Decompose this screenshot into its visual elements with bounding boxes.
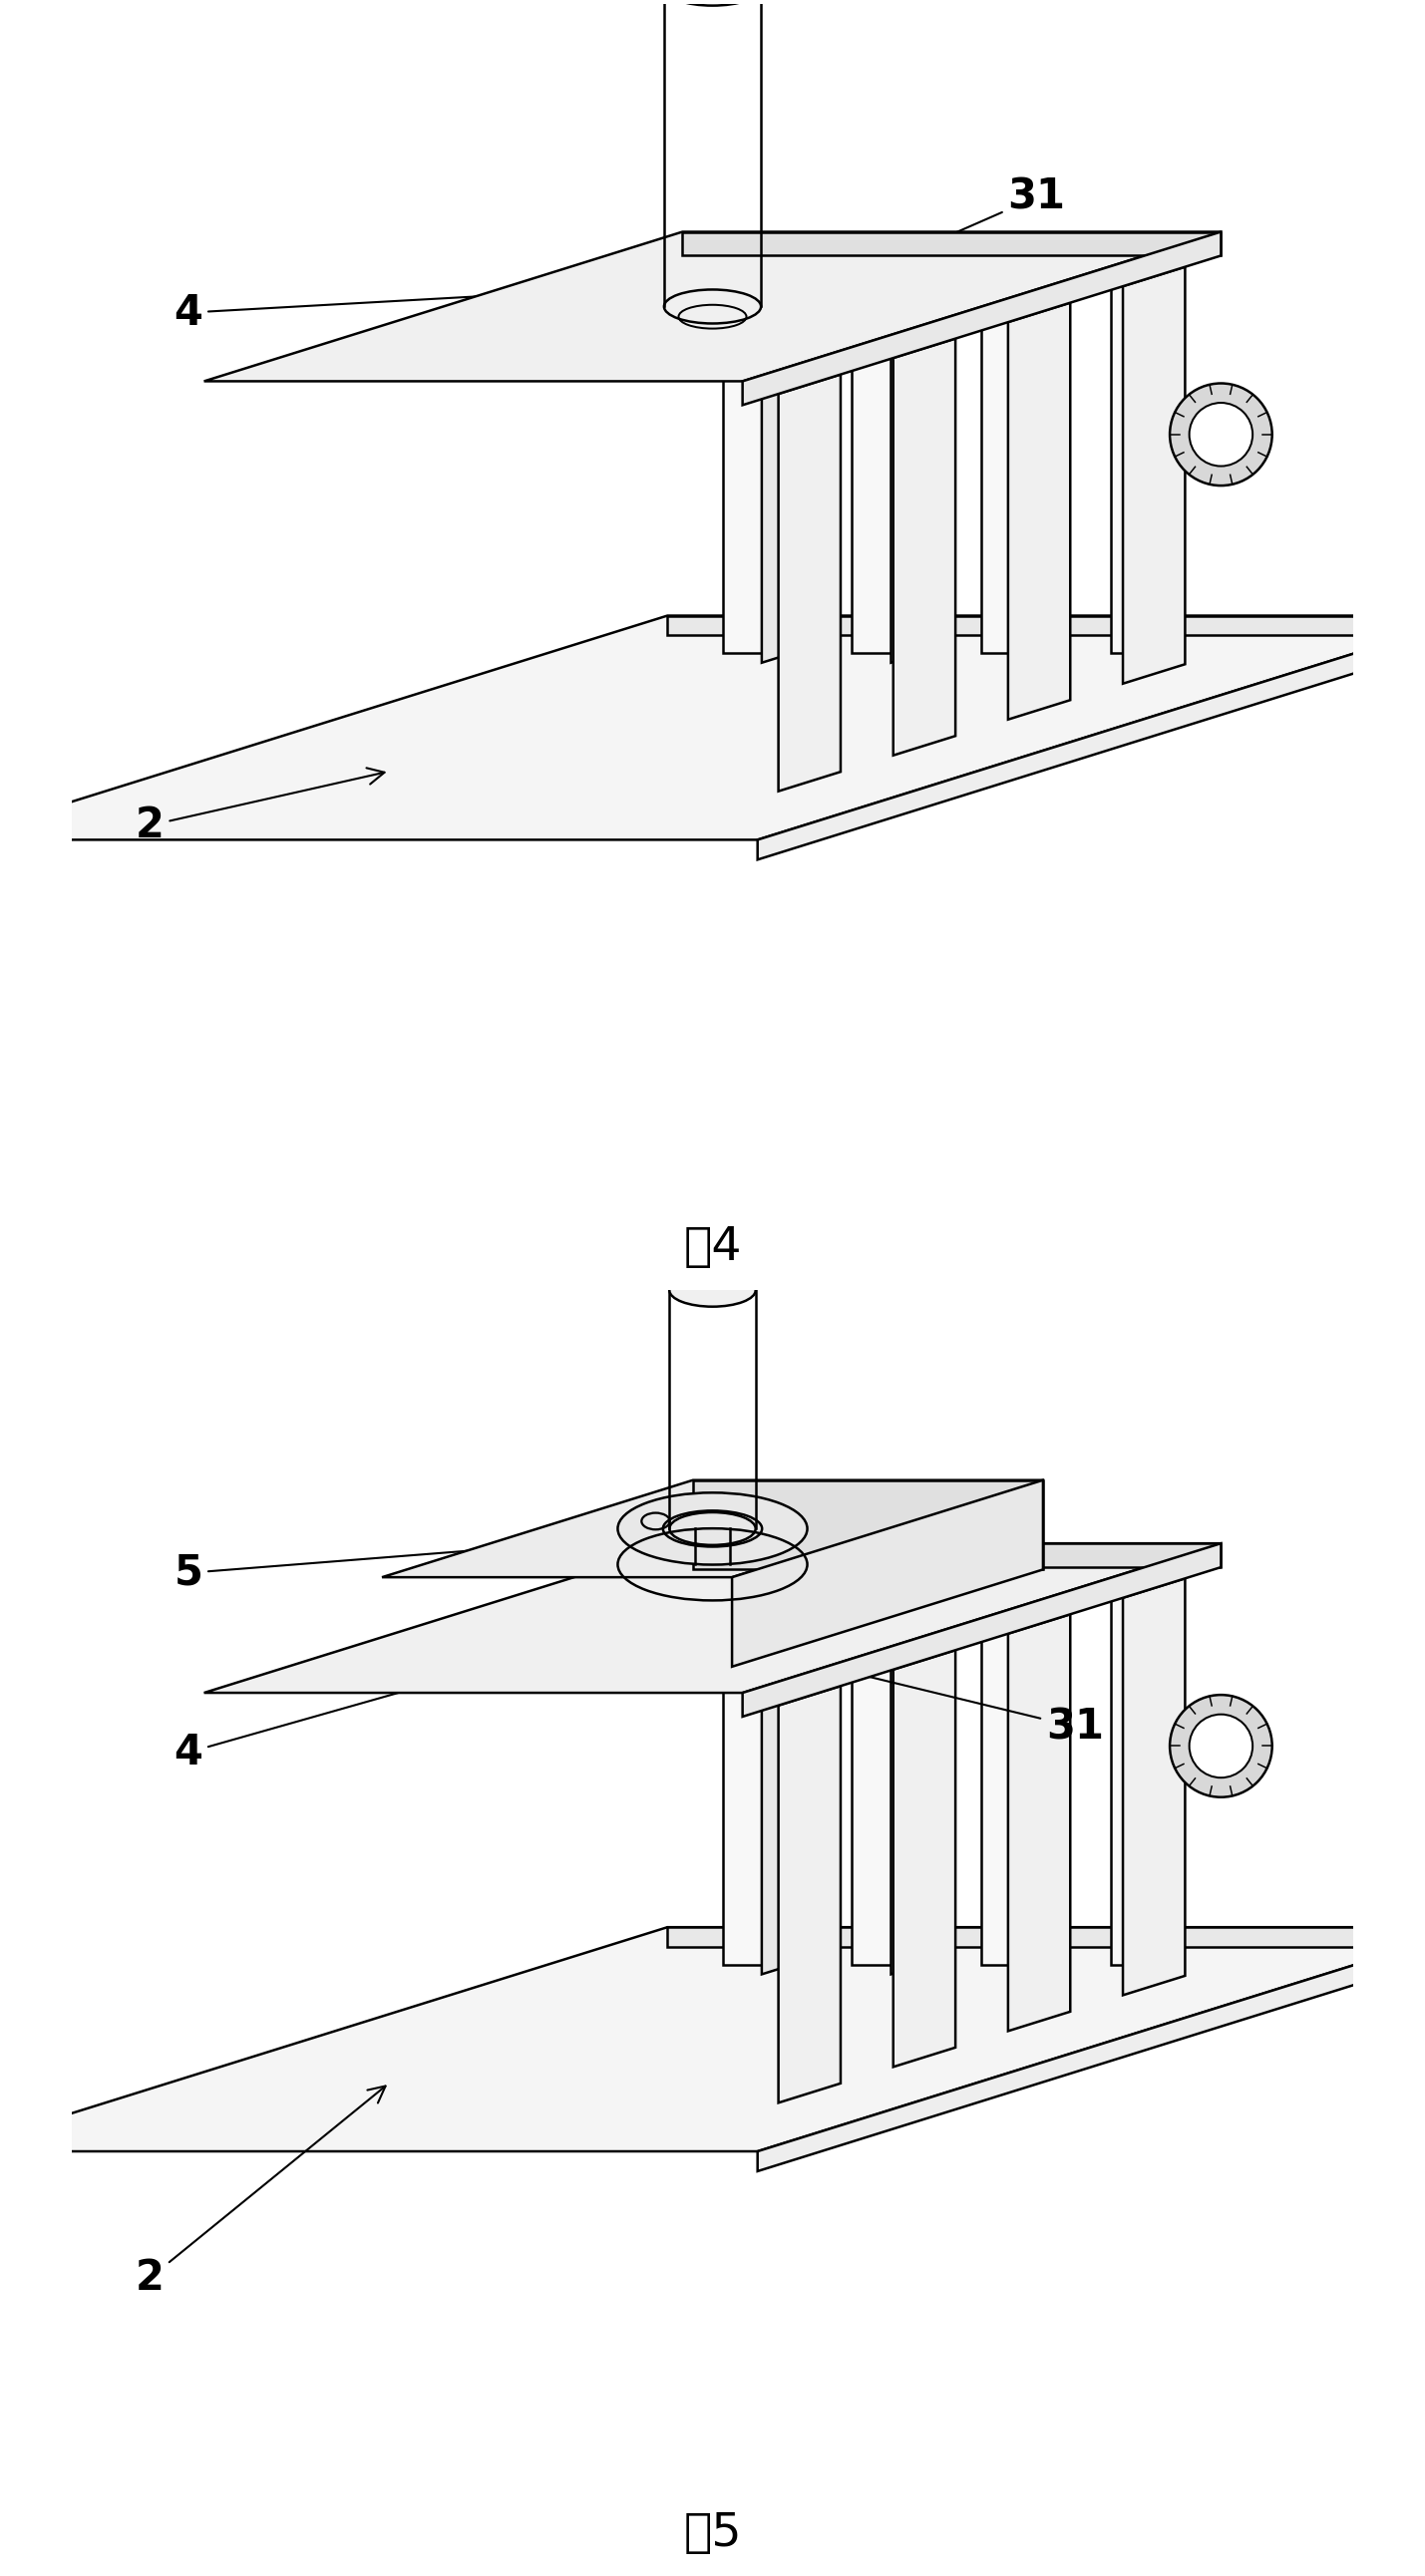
Text: 4: 4 (174, 273, 747, 332)
Polygon shape (758, 1927, 1425, 2172)
Polygon shape (683, 1543, 1221, 1566)
Polygon shape (1123, 1579, 1186, 1996)
Polygon shape (382, 1481, 1043, 1577)
Text: 31: 31 (842, 175, 1066, 283)
Polygon shape (1110, 255, 1180, 652)
Ellipse shape (664, 0, 761, 5)
Polygon shape (893, 337, 955, 755)
Polygon shape (1150, 1566, 1180, 1973)
Polygon shape (1150, 255, 1180, 662)
Ellipse shape (1170, 1695, 1273, 1798)
Polygon shape (1123, 268, 1186, 683)
Ellipse shape (670, 1275, 755, 1306)
Polygon shape (667, 1927, 1425, 1947)
Text: 图4: 图4 (684, 1226, 741, 1270)
Ellipse shape (1190, 1716, 1253, 1777)
Polygon shape (852, 1566, 922, 1965)
Polygon shape (891, 255, 922, 662)
Polygon shape (742, 1543, 1221, 1716)
Polygon shape (1110, 1566, 1180, 1965)
Text: 2: 2 (135, 768, 385, 848)
Polygon shape (693, 1481, 1043, 1569)
Polygon shape (667, 616, 1425, 636)
Polygon shape (982, 255, 1052, 652)
Polygon shape (982, 1566, 1052, 1965)
Ellipse shape (1170, 384, 1273, 487)
Polygon shape (852, 255, 922, 652)
Polygon shape (778, 374, 841, 791)
Polygon shape (204, 1543, 1221, 1692)
Polygon shape (683, 232, 1221, 255)
Polygon shape (732, 1481, 1043, 1667)
Polygon shape (0, 616, 1425, 840)
Polygon shape (742, 232, 1221, 404)
Text: 4: 4 (174, 1589, 747, 1772)
Polygon shape (778, 1687, 841, 2102)
Polygon shape (722, 1566, 792, 1965)
Polygon shape (0, 1927, 1425, 2151)
Polygon shape (722, 255, 792, 652)
Text: 图5: 图5 (684, 2512, 741, 2555)
Polygon shape (1007, 1615, 1070, 2030)
Polygon shape (1020, 255, 1052, 662)
Polygon shape (1020, 1566, 1052, 1973)
Text: 31: 31 (787, 1651, 1104, 1747)
Ellipse shape (1190, 402, 1253, 466)
Polygon shape (758, 616, 1425, 860)
Polygon shape (762, 255, 792, 662)
Text: 6: 6 (831, 1499, 1023, 1556)
Polygon shape (204, 232, 1221, 381)
Ellipse shape (617, 1492, 808, 1564)
Polygon shape (762, 1566, 792, 1973)
Text: 5: 5 (174, 1517, 792, 1595)
Polygon shape (1007, 304, 1070, 719)
Polygon shape (893, 1651, 955, 2066)
Text: 2: 2 (135, 2087, 386, 2298)
Polygon shape (891, 1566, 922, 1973)
